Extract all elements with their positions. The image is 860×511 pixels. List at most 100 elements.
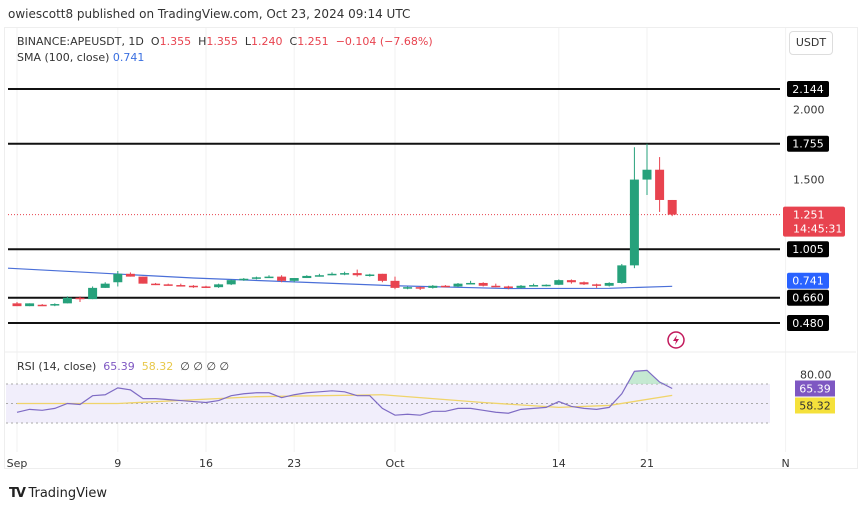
candle-body: [12, 303, 22, 307]
open-value: 1.355: [159, 35, 192, 48]
candle-body: [314, 275, 324, 277]
candle-body: [125, 273, 135, 277]
level-label: 1.005: [792, 243, 824, 256]
rsi-overbought-fill: [626, 370, 669, 384]
rsi-line: [16, 369, 673, 416]
candles: [12, 143, 677, 307]
candle-body: [352, 273, 362, 276]
candle-body: [37, 304, 47, 307]
x-tick-label: 16: [199, 457, 213, 470]
candle-body: [100, 283, 110, 288]
candle-body: [188, 285, 198, 288]
rsi-lines: 65.39 58.32: [16, 369, 835, 416]
rsi-legend: RSI (14, close) 65.39 58.32 ∅ ∅ ∅ ∅: [17, 360, 229, 373]
candle-body: [340, 273, 350, 275]
candle-body: [302, 275, 312, 279]
high-label: H: [198, 35, 207, 48]
axis-labels: Sep 9 16 23 Oct 14 21 N 2.000 1.500 80.00: [7, 103, 832, 470]
level-label-bg: [787, 241, 829, 258]
candle-body: [50, 304, 60, 306]
rsi-ma-value: 58.32: [141, 360, 174, 373]
level-label-bg: [787, 81, 829, 97]
candle-body: [566, 280, 576, 283]
sma-line: [7, 267, 673, 290]
chart-frame: [4, 27, 858, 469]
high-value: 1.355: [206, 35, 238, 48]
candle-body: [138, 276, 148, 284]
candle-body: [277, 276, 287, 281]
candle-body: [529, 285, 539, 287]
candle-body: [415, 287, 425, 289]
candle-body: [163, 284, 173, 286]
candle-body: [365, 274, 375, 277]
y-tick-label: 1.500: [793, 174, 825, 187]
low-label: L: [244, 35, 251, 48]
sma-value: 0.741: [112, 51, 145, 64]
publish-info: owiescott8 published on TradingView.com,…: [8, 7, 411, 21]
x-tick-label: N: [781, 457, 789, 470]
candle-body: [428, 285, 438, 288]
candle-body: [88, 287, 98, 300]
rsi-value: 65.39: [103, 360, 135, 373]
close-label: C: [289, 35, 298, 48]
sma-label-bg: [787, 272, 829, 289]
candle-body: [25, 303, 35, 307]
x-tick-label: Oct: [385, 457, 405, 470]
candle-body: [440, 285, 450, 288]
candle-body: [453, 283, 463, 287]
x-tick-label: 21: [640, 457, 654, 470]
rsi-value-label: 65.39: [799, 382, 831, 395]
candle-body: [226, 280, 236, 285]
candle-body: [516, 285, 526, 288]
candle-body: [604, 282, 614, 286]
symbol: BINANCE:APEUSDT, 1D: [17, 35, 144, 48]
candle-body: [503, 286, 513, 288]
x-tick-label: 9: [114, 457, 121, 470]
candle-body: [541, 284, 551, 287]
candle-body: [239, 278, 249, 281]
last-price-label-bg: [783, 206, 845, 237]
candle-body: [327, 273, 337, 276]
currency-button[interactable]: USDT: [789, 31, 833, 55]
rsi-value-label: 58.32: [799, 399, 831, 412]
rsi-extras: ∅ ∅ ∅ ∅: [180, 360, 230, 373]
y-tick-label: 2.000: [793, 103, 825, 116]
low-value: 1.240: [251, 35, 283, 48]
candle-body: [592, 284, 602, 286]
candle-body: [466, 282, 476, 285]
lightning-icon[interactable]: [667, 331, 685, 349]
logo-text: TradingView: [28, 486, 108, 501]
sma-axis-label: 0.741: [792, 275, 824, 288]
candle-body: [403, 287, 413, 289]
tradingview-logo[interactable]: TV TradingView: [9, 486, 107, 501]
symbol-legend: BINANCE:APEUSDT, 1D O1.355 H1.355 L1.240…: [17, 34, 433, 66]
rsi-tick-label: 80.00: [800, 368, 832, 381]
level-label: 0.660: [792, 292, 824, 305]
level-label-bg: [787, 289, 829, 306]
sma-polyline: [7, 267, 673, 290]
candle-body: [617, 265, 627, 283]
rsi-label: RSI (14, close): [17, 360, 97, 373]
level-label-bg: [787, 315, 829, 332]
candle-body: [176, 285, 186, 287]
candle-body: [62, 297, 72, 304]
level-label: 1.755: [792, 138, 824, 151]
tradingview-logo-icon: TV: [9, 486, 26, 501]
x-tick-label: Sep: [7, 457, 28, 470]
candle-body: [655, 169, 665, 200]
candle-body: [377, 273, 387, 281]
rsi-ma-line: [17, 394, 673, 409]
candle-body: [201, 286, 211, 288]
candle-body: [629, 179, 639, 266]
change-value: −0.104 (−7.68%): [335, 35, 433, 48]
candle-body: [491, 285, 501, 288]
candle-body: [251, 277, 261, 279]
level-label: 0.480: [792, 317, 824, 330]
countdown-label: 14:45:31: [793, 223, 842, 236]
rsi-value-label-bg: [795, 380, 835, 397]
candle-body: [264, 276, 274, 279]
candle-body: [75, 297, 85, 300]
sma-label: SMA (100, close): [17, 51, 110, 64]
